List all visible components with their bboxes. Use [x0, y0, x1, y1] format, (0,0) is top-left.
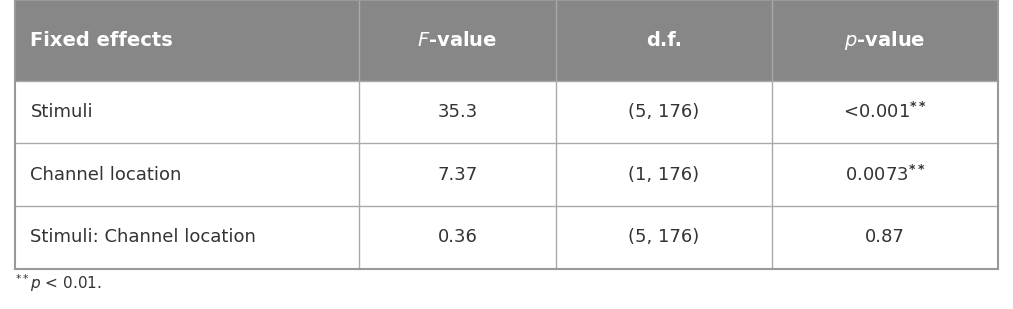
Text: 7.37: 7.37 [438, 166, 477, 184]
Text: d.f.: d.f. [645, 31, 682, 50]
Text: $\mathit{F}$-value: $\mathit{F}$-value [417, 31, 497, 50]
Text: 0.36: 0.36 [438, 228, 477, 246]
Bar [15, 0, 998, 81]
Bar [15, 81, 998, 143]
Text: (1, 176): (1, 176) [628, 166, 699, 184]
Text: Stimuli: Stimuli [30, 103, 93, 121]
Bar [15, 206, 998, 269]
Text: 0.87: 0.87 [865, 228, 905, 246]
Text: Fixed effects: Fixed effects [30, 31, 173, 50]
Text: Stimuli: Channel location: Stimuli: Channel location [30, 228, 256, 246]
Text: Channel location: Channel location [30, 166, 181, 184]
Text: $^{**}$$\mathit{p}$ < 0.01.: $^{**}$$\mathit{p}$ < 0.01. [15, 272, 102, 294]
Text: $\mathit{p}$-value: $\mathit{p}$-value [844, 29, 926, 52]
Text: 0.0073$^{\mathbf{**}}$: 0.0073$^{\mathbf{**}}$ [845, 165, 925, 185]
Text: 35.3: 35.3 [438, 103, 477, 121]
Text: (5, 176): (5, 176) [628, 103, 699, 121]
Text: <0.001$^{\mathbf{**}}$: <0.001$^{\mathbf{**}}$ [843, 102, 927, 122]
Bar [15, 143, 998, 206]
Text: (5, 176): (5, 176) [628, 228, 699, 246]
